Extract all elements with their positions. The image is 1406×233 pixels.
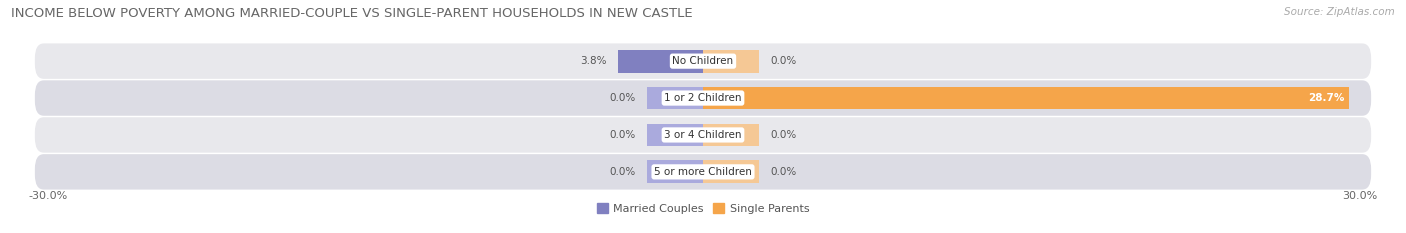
Text: 3 or 4 Children: 3 or 4 Children — [664, 130, 742, 140]
Text: 0.0%: 0.0% — [770, 56, 797, 66]
Text: No Children: No Children — [672, 56, 734, 66]
Text: 1 or 2 Children: 1 or 2 Children — [664, 93, 742, 103]
FancyBboxPatch shape — [35, 80, 1371, 116]
Text: 0.0%: 0.0% — [770, 130, 797, 140]
Text: 28.7%: 28.7% — [1308, 93, 1344, 103]
Bar — [647, 87, 703, 110]
FancyBboxPatch shape — [35, 154, 1371, 190]
Bar — [703, 50, 759, 72]
Bar — [647, 161, 703, 183]
Text: 30.0%: 30.0% — [1343, 191, 1378, 201]
Text: Source: ZipAtlas.com: Source: ZipAtlas.com — [1284, 7, 1395, 17]
Text: 0.0%: 0.0% — [770, 167, 797, 177]
Bar — [703, 87, 1348, 110]
Text: 5 or more Children: 5 or more Children — [654, 167, 752, 177]
Text: 3.8%: 3.8% — [579, 56, 606, 66]
FancyBboxPatch shape — [35, 117, 1371, 153]
Text: 0.0%: 0.0% — [609, 167, 636, 177]
Bar — [703, 161, 759, 183]
FancyBboxPatch shape — [35, 43, 1371, 79]
Text: 0.0%: 0.0% — [609, 130, 636, 140]
Bar — [617, 50, 703, 72]
Text: INCOME BELOW POVERTY AMONG MARRIED-COUPLE VS SINGLE-PARENT HOUSEHOLDS IN NEW CAS: INCOME BELOW POVERTY AMONG MARRIED-COUPL… — [11, 7, 693, 20]
Bar — [703, 123, 759, 146]
Legend: Married Couples, Single Parents: Married Couples, Single Parents — [592, 199, 814, 218]
Text: -30.0%: -30.0% — [28, 191, 67, 201]
Text: 0.0%: 0.0% — [609, 93, 636, 103]
Bar — [647, 123, 703, 146]
